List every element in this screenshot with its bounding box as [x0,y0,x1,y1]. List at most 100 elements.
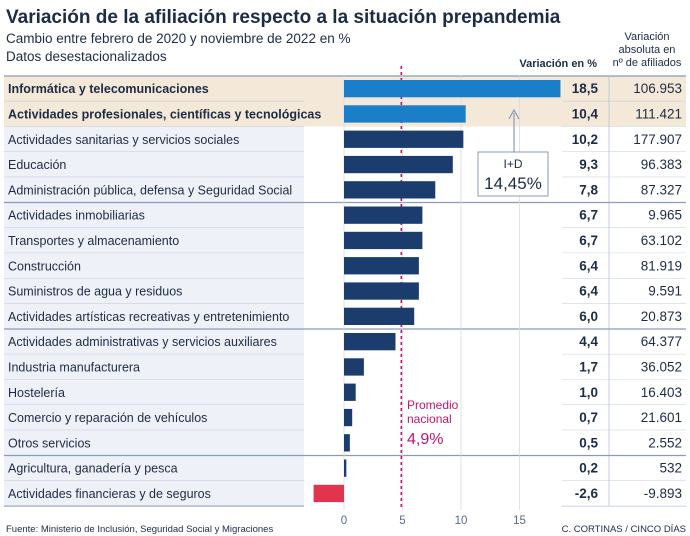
row-bg-category [4,126,304,152]
row-bg-values [562,151,686,178]
id-value: 14,45% [484,174,542,193]
average-label-2: nacional [407,412,452,426]
absolute-label: 177.907 [633,132,682,147]
absolute-label: 21.601 [641,410,682,425]
category-label: Otros servicios [8,436,91,450]
value-label: 6,4 [579,258,598,273]
value-label: 6,7 [579,233,598,248]
row-bg-values [562,253,686,279]
labels-layer: Informática y telecomunicaciones 18,5 106.… [8,81,682,501]
bar [344,383,356,401]
id-arrow-head [508,108,520,120]
average-value: 4,9% [407,431,443,448]
category-label: Construcción [8,259,81,273]
bar [344,155,453,174]
absolute-label: 2.552 [648,435,682,450]
category-label: Agricultura, ganadería y pesca [8,462,178,476]
source-note: Fuente: Ministerio de Inclusión, Segurid… [6,524,273,535]
row-bg-values [562,101,686,127]
id-label: I+D [503,157,522,171]
x-tick-label: 10 [455,515,468,527]
row-bg-category [4,177,304,203]
bar [344,80,561,98]
absolute-label: 36.052 [641,359,682,374]
row-bg-category [4,379,304,405]
row-bg-values [562,480,686,507]
pct-column-header: Variación en % [519,58,597,70]
value-label: 18,5 [572,81,599,96]
id-box [477,151,549,197]
bar [344,181,436,199]
axis-layer: 0 5 10 15 [341,515,526,527]
row-bg-values [562,278,686,304]
row-bg-category [4,480,304,507]
row-bg-values [562,379,686,405]
bar [344,257,419,275]
bars-layer [313,80,561,503]
category-label: Educación [8,158,66,172]
row-bg-values [562,404,686,431]
absolute-label: 532 [659,461,682,476]
bar [344,105,466,123]
row-bg-values [562,303,686,329]
absolute-label: 106.953 [633,81,682,96]
row-bg-values [562,455,686,481]
row-bg-category [4,76,304,102]
x-tick-label: 0 [341,515,347,527]
chart-subtitle-2: Datos desestacionalizados [6,49,167,64]
row-bg-values [562,227,686,254]
value-label: 1,0 [579,385,598,400]
credit-note: C. CORTINAS / CINCO DÍAS [562,524,686,535]
category-label: Administración pública, defensa y Seguri… [8,183,292,197]
row-bg-category [4,227,304,254]
category-label: Actividades administrativas y servicios … [8,335,277,349]
category-label: Actividades sanitarias y servicios socia… [8,133,239,147]
bar [344,333,396,351]
absolute-label: 64.377 [641,334,682,349]
value-label: 9,3 [579,157,598,172]
row-bg-category [4,455,304,481]
category-label: Suministros de agua y residuos [8,285,182,299]
absolute-label: 87.327 [641,182,682,197]
x-tick-label: 15 [513,515,526,527]
chart-title: Variación de la afiliación respecto a la… [6,7,561,28]
category-label: Actividades inmobiliarias [8,209,145,223]
category-label: Industria manufacturera [8,360,140,374]
average-annotation: Promedio nacional 4,9% [407,398,459,448]
absolute-label: -9.893 [644,486,682,501]
category-label: Informática y telecomunicaciones [8,82,209,96]
absolute-label: 9.591 [648,284,682,299]
absolute-label: 9.965 [648,208,682,223]
value-label: 10,4 [572,106,599,121]
category-label: Actividades artísticas recreativas y ent… [8,310,289,324]
absolute-label: 111.421 [635,106,682,121]
row-bg-category [4,101,304,127]
bar [344,408,353,427]
value-label: -2,6 [575,486,599,501]
row-bg-values [562,126,686,152]
row-bg-values [562,329,686,355]
value-label: 6,7 [579,208,598,223]
rows-layer [4,75,686,507]
row-bg-category [4,278,304,304]
bar [344,434,350,452]
value-label: 6,0 [579,309,598,324]
row-bg-values [562,354,686,380]
row-bg-category [4,253,304,279]
row-bg-category [4,151,304,178]
value-label: 0,7 [579,410,598,425]
bar [344,231,423,250]
abs-column-header-3: nº de afiliados [613,57,682,69]
row-bg-values [562,76,686,102]
absolute-label: 16.403 [641,385,682,400]
row-bg-values [562,430,686,456]
value-label: 6,4 [579,284,598,299]
value-label: 10,2 [572,132,598,147]
value-label: 0,5 [579,435,598,450]
bar [344,459,347,477]
row-bg-values [562,202,686,228]
bar [313,484,344,503]
absolute-label: 63.102 [641,233,682,248]
row-bg-category [4,430,304,456]
absolute-label: 20.873 [641,309,682,324]
